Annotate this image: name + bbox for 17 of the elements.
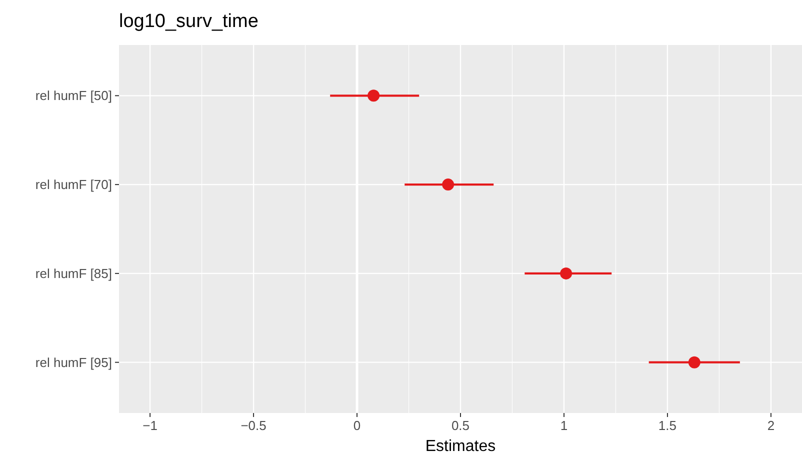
y-tick-label: rel humF [95]: [35, 354, 112, 370]
x-tick-label: 2: [767, 418, 775, 433]
point: [368, 90, 380, 102]
point: [442, 178, 454, 191]
x-tick-label: −1: [142, 418, 158, 433]
x-tick-label: 1: [560, 418, 568, 433]
y-tick-label: rel humF [50]: [35, 88, 112, 104]
x-tick-label: −0.5: [240, 418, 266, 433]
x-tick-label: 0.5: [451, 418, 470, 433]
y-tick-label: rel humF [70]: [35, 177, 112, 192]
x-tick-label: 0: [353, 418, 361, 433]
y-tick-label: rel humF [85]: [35, 266, 112, 281]
chart-title: log10_surv_time: [119, 11, 258, 32]
point: [560, 267, 572, 280]
point: [688, 356, 700, 368]
x-axis-title: Estimates: [425, 438, 496, 455]
x-tick-label: 1.5: [658, 418, 677, 433]
